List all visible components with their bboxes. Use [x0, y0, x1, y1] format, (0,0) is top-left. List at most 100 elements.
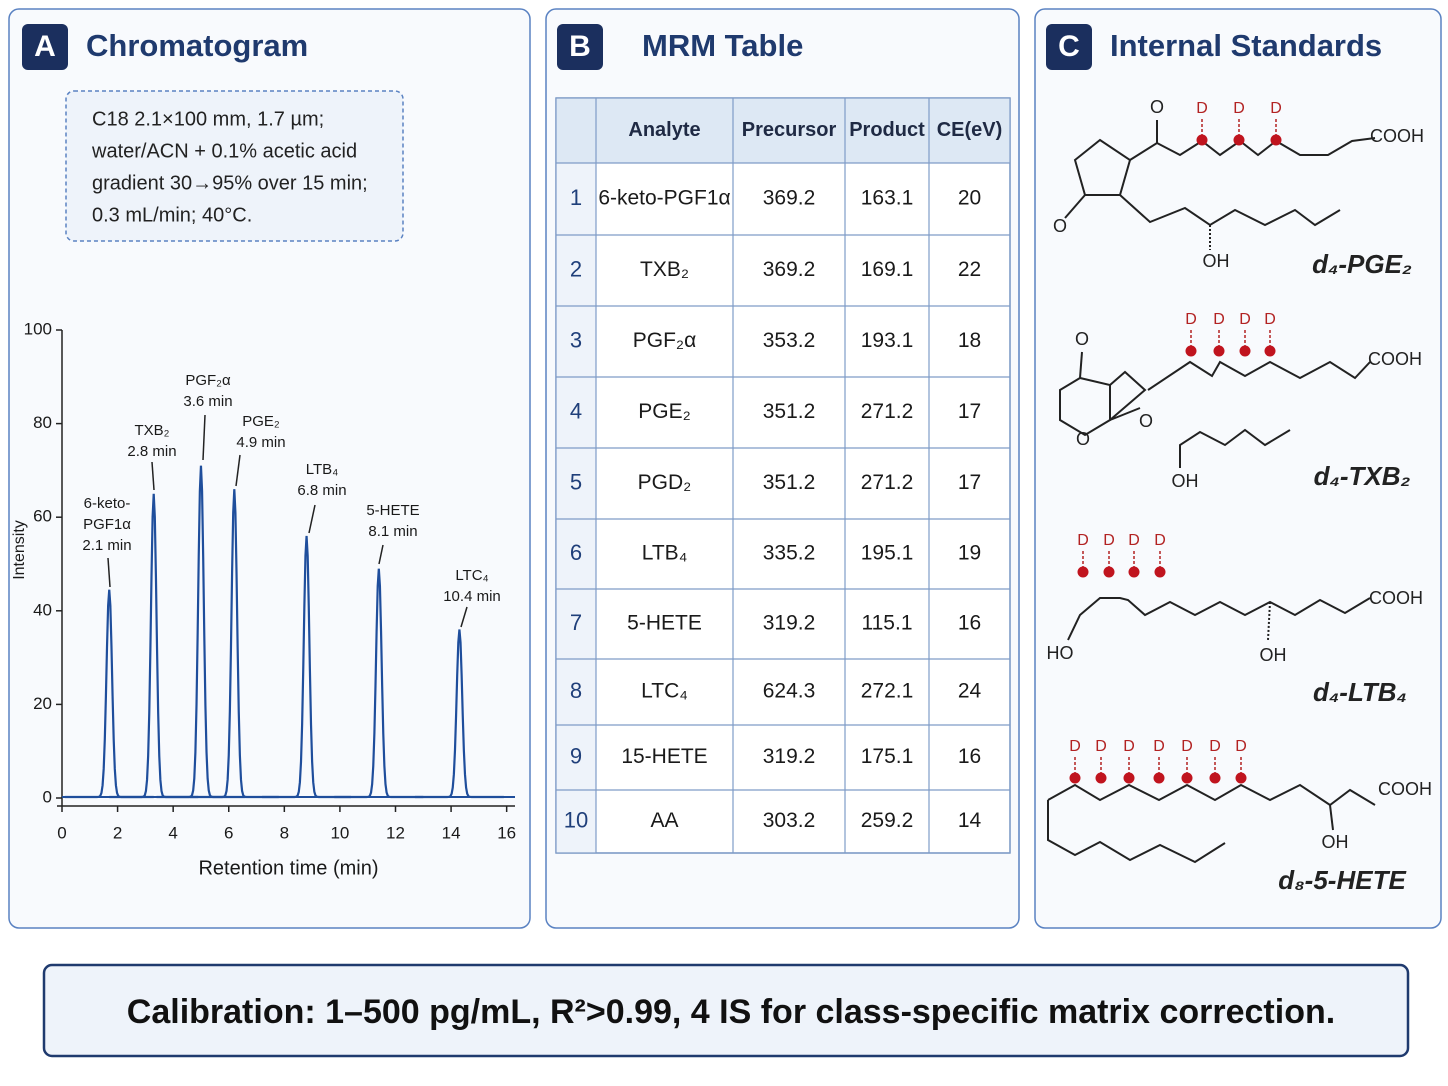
- deuterium-dot: [1181, 772, 1193, 784]
- deuterium-dot: [1123, 772, 1135, 784]
- x-tick-label: 0: [57, 823, 66, 842]
- bond: [1119, 194, 1341, 227]
- table-cell: 624.3: [763, 680, 816, 703]
- y-tick-label: 80: [33, 413, 52, 432]
- table-cell: 369.2: [763, 258, 816, 281]
- peak-label: 6-keto-: [84, 495, 131, 512]
- deuterium-label: D: [1233, 100, 1245, 117]
- letter-box: [22, 24, 68, 70]
- table-cell: 271.2: [861, 400, 914, 423]
- table-cell: 19: [958, 542, 981, 565]
- table-cell: 18: [958, 329, 981, 352]
- table-cell: 319.2: [763, 612, 816, 635]
- row-index: 3: [570, 327, 582, 352]
- table-cell: 14: [958, 809, 982, 832]
- y-tick-label: 40: [33, 600, 52, 619]
- table-cell: 15-HETE: [621, 745, 707, 768]
- table-cell: 22: [958, 258, 981, 281]
- table-cell: 272.1: [861, 680, 914, 703]
- panel-letter: C: [1058, 30, 1080, 63]
- panel-letter: A: [34, 30, 56, 63]
- table-cell: 17: [958, 471, 981, 494]
- table-cell: 319.2: [763, 745, 816, 768]
- peak-time: 3.6 min: [183, 393, 232, 410]
- table-cell: 5-HETE: [627, 612, 702, 635]
- peak-label: 5-HETE: [366, 502, 419, 519]
- peak-label: PGF₂α: [185, 372, 231, 389]
- deuterium-dot: [1270, 134, 1282, 146]
- leader-line: [460, 606, 468, 628]
- y-tick-label: 0: [43, 787, 52, 806]
- deuterium-label: D: [1103, 532, 1115, 549]
- table-bg: [555, 97, 1011, 854]
- letter-box: [1046, 24, 1092, 70]
- peak: [156, 465, 246, 799]
- condition-line: 0.3 mL/min; 40°C.: [92, 204, 252, 226]
- atom-label: O: [1053, 216, 1067, 236]
- peak-time: 6.8 min: [297, 482, 346, 499]
- x-axis-label: Retention time (min): [198, 857, 378, 879]
- panel-c: [1034, 8, 1442, 929]
- peak-time: 8.1 min: [368, 523, 417, 540]
- table-cell: 6-keto-PGF1α: [598, 187, 730, 210]
- deuterium-label: D: [1181, 738, 1193, 755]
- condition-line: C18 2.1×100 mm, 1.7 µm;: [92, 108, 324, 130]
- deuterium-label: D: [1213, 311, 1225, 328]
- deuterium-label: D: [1209, 738, 1221, 755]
- atom-label: COOH: [1370, 126, 1424, 146]
- atom-label: O: [1076, 429, 1090, 449]
- table-cell: 16: [958, 745, 981, 768]
- panel-title: MRM Table: [642, 28, 803, 63]
- deuterium-dot: [1239, 345, 1251, 357]
- table-cell: 193.1: [861, 329, 914, 352]
- structure-name: d₄-PGE₂: [1312, 249, 1412, 279]
- deuterium-label: D: [1123, 738, 1135, 755]
- leader-line: [202, 414, 206, 461]
- deuterium-label: D: [1154, 532, 1166, 549]
- footer-box: [42, 963, 1410, 1058]
- leader-line: [378, 544, 384, 565]
- x-tick-label: 16: [497, 823, 516, 842]
- table-cell: LTC₄: [641, 680, 688, 703]
- atom-label: OH: [1322, 832, 1349, 852]
- atom-label: OH: [1172, 471, 1199, 491]
- y-tick-label: 100: [24, 319, 52, 338]
- structure-name: d₄-TXB₂: [1314, 461, 1411, 491]
- leader-line: [235, 454, 241, 487]
- peak-label: PGF1α: [83, 516, 131, 533]
- table-cell: 17: [958, 400, 981, 423]
- atom-label: HO: [1047, 643, 1074, 663]
- x-tick-label: 8: [280, 823, 289, 842]
- bond: [1067, 597, 1371, 641]
- x-tick-label: 10: [330, 823, 349, 842]
- bond: [1064, 194, 1086, 219]
- deuterium-label: D: [1239, 311, 1251, 328]
- deuterium-label: D: [1095, 738, 1107, 755]
- x-tick-label: 6: [224, 823, 233, 842]
- table-cell: 259.2: [861, 809, 914, 832]
- peak: [414, 629, 504, 799]
- table-cell: PGF₂α: [633, 329, 696, 352]
- atom-label: O: [1075, 329, 1089, 349]
- table-cell: 16: [958, 612, 981, 635]
- structure-name: d₈-5-HETE: [1278, 865, 1406, 895]
- table-cell: 175.1: [861, 745, 914, 768]
- deuterium-dot: [1209, 772, 1221, 784]
- panel-title: Internal Standards: [1110, 28, 1382, 63]
- table-cell: 303.2: [763, 809, 816, 832]
- deuterium-dot: [1196, 134, 1208, 146]
- deuterium-dot: [1103, 566, 1115, 578]
- table-cell: TXB₂: [640, 258, 689, 281]
- leader-line: [151, 461, 155, 491]
- table-cell: 351.2: [763, 400, 816, 423]
- table-cell: 271.2: [861, 471, 914, 494]
- atom-label: COOH: [1378, 779, 1432, 799]
- deuterium-dot: [1153, 772, 1165, 784]
- table-header: CE(eV): [937, 119, 1003, 141]
- table-cell: LTB₄: [642, 542, 688, 565]
- panel-letter: B: [569, 30, 591, 63]
- deuterium-label: D: [1128, 532, 1140, 549]
- deuterium-dot: [1069, 772, 1081, 784]
- condition-line: gradient 30→95% over 15 min;: [92, 172, 368, 194]
